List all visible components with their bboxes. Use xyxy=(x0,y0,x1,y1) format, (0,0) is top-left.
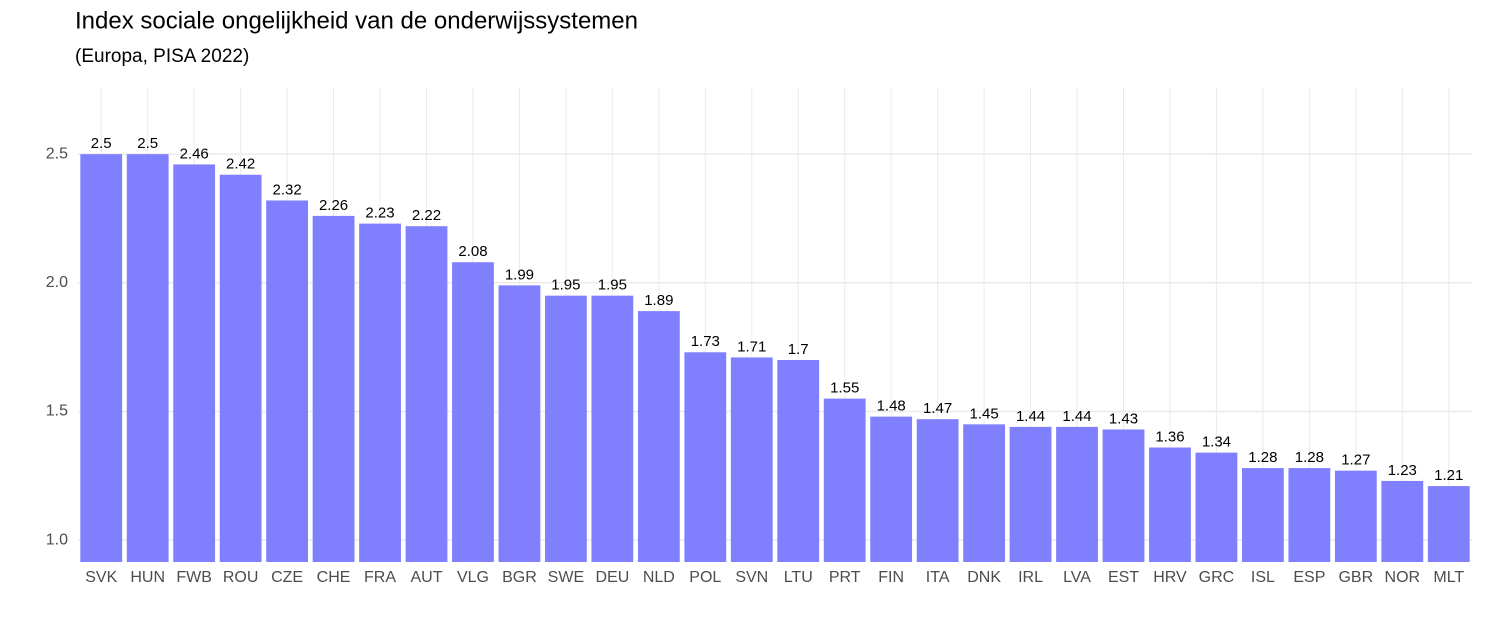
value-label: 1.21 xyxy=(1434,467,1463,484)
x-tick-label: HRV xyxy=(1153,569,1187,586)
bar xyxy=(684,352,727,562)
bar xyxy=(823,398,866,562)
x-tick-label: CZE xyxy=(271,569,303,586)
x-tick-label: PRT xyxy=(829,569,861,586)
x-tick-label: IRL xyxy=(1018,569,1043,586)
bar xyxy=(266,200,309,563)
bar xyxy=(1334,470,1377,562)
y-tick-label: 2.0 xyxy=(46,274,68,291)
x-tick-label: GRC xyxy=(1199,569,1235,586)
x-tick-label: AUT xyxy=(411,569,443,586)
x-tick-label: MLT xyxy=(1433,569,1464,586)
value-label: 2.5 xyxy=(91,135,112,152)
value-label: 1.99 xyxy=(505,266,534,283)
value-label: 1.36 xyxy=(1155,428,1184,445)
value-label: 1.55 xyxy=(830,380,859,397)
x-tick-label: SVN xyxy=(735,569,768,586)
value-label: 2.46 xyxy=(180,145,209,162)
x-tick-label: POL xyxy=(689,569,721,586)
value-label: 2.22 xyxy=(412,207,441,224)
bar xyxy=(452,262,494,562)
bar xyxy=(916,419,959,562)
x-tick-label: LTU xyxy=(784,569,813,586)
value-label: 2.42 xyxy=(226,156,255,173)
x-tick-label: CHE xyxy=(317,569,351,586)
value-label: 1.27 xyxy=(1341,452,1370,469)
value-label: 1.7 xyxy=(788,341,809,358)
value-label: 2.5 xyxy=(137,135,158,152)
value-label: 1.95 xyxy=(551,277,580,294)
bar xyxy=(1195,452,1238,562)
x-tick-label: ESP xyxy=(1293,569,1325,586)
x-tick-label: BGR xyxy=(502,569,537,586)
bar xyxy=(777,359,820,562)
x-tick-label: SWE xyxy=(548,569,584,586)
x-tick-label: DEU xyxy=(595,569,629,586)
bar xyxy=(80,154,123,562)
bar xyxy=(730,357,773,562)
value-label: 1.95 xyxy=(598,277,627,294)
value-label: 1.43 xyxy=(1109,410,1138,427)
bar xyxy=(591,295,634,562)
value-label: 1.89 xyxy=(644,292,673,309)
x-tick-label: NOR xyxy=(1385,569,1421,586)
y-tick-label: 2.5 xyxy=(46,145,68,162)
x-tick-label: GBR xyxy=(1338,569,1373,586)
value-label: 2.08 xyxy=(458,243,487,260)
value-label: 1.47 xyxy=(923,400,952,417)
x-tick-label: NLD xyxy=(643,569,675,586)
x-tick-label: ITA xyxy=(926,569,950,586)
bar xyxy=(405,226,448,562)
chart-subtitle: (Europa, PISA 2022) xyxy=(75,46,249,67)
value-label: 2.32 xyxy=(272,181,301,198)
bar xyxy=(1009,426,1052,562)
y-tick-label: 1.0 xyxy=(46,531,68,548)
x-tick-label: FIN xyxy=(878,569,904,586)
bar xyxy=(870,416,913,562)
bar xyxy=(1381,480,1424,562)
value-label: 1.73 xyxy=(691,333,720,350)
x-tick-label: LVA xyxy=(1063,569,1091,586)
chart-title: Index sociale ongelijkheid van de onderw… xyxy=(75,7,638,34)
value-label: 2.23 xyxy=(365,205,394,222)
bar xyxy=(359,223,401,563)
x-tick-label: FRA xyxy=(364,569,396,586)
x-tick-label: EST xyxy=(1108,569,1139,586)
x-tick-label: ISL xyxy=(1251,569,1275,586)
bar xyxy=(637,311,680,562)
value-label: 1.28 xyxy=(1295,449,1324,466)
bar xyxy=(498,285,541,562)
bar xyxy=(219,174,262,563)
x-tick-label: SVK xyxy=(85,569,117,586)
value-label: 1.34 xyxy=(1202,434,1231,451)
x-tick-label: FWB xyxy=(176,569,212,586)
bar xyxy=(963,424,1006,562)
bar xyxy=(173,164,216,563)
bar xyxy=(544,295,587,562)
x-tick-label: DNK xyxy=(967,569,1001,586)
value-label: 1.44 xyxy=(1016,408,1045,425)
value-label: 2.26 xyxy=(319,197,348,214)
value-label: 1.71 xyxy=(737,338,766,355)
bar xyxy=(1056,426,1098,562)
value-label: 1.28 xyxy=(1248,449,1277,466)
value-label: 1.45 xyxy=(969,405,998,422)
x-tick-label: VLG xyxy=(457,569,489,586)
bar xyxy=(1241,468,1284,562)
value-label: 1.23 xyxy=(1388,462,1417,479)
bar xyxy=(1288,468,1331,562)
y-tick-label: 1.5 xyxy=(46,403,68,420)
value-label: 1.48 xyxy=(877,398,906,415)
bar xyxy=(1427,486,1470,562)
bar xyxy=(1149,447,1191,562)
bar xyxy=(1102,429,1145,562)
x-tick-label: HUN xyxy=(130,569,165,586)
x-tick-label: ROU xyxy=(223,569,259,586)
value-label: 1.44 xyxy=(1062,408,1091,425)
bar xyxy=(312,215,355,562)
bar xyxy=(126,154,169,562)
